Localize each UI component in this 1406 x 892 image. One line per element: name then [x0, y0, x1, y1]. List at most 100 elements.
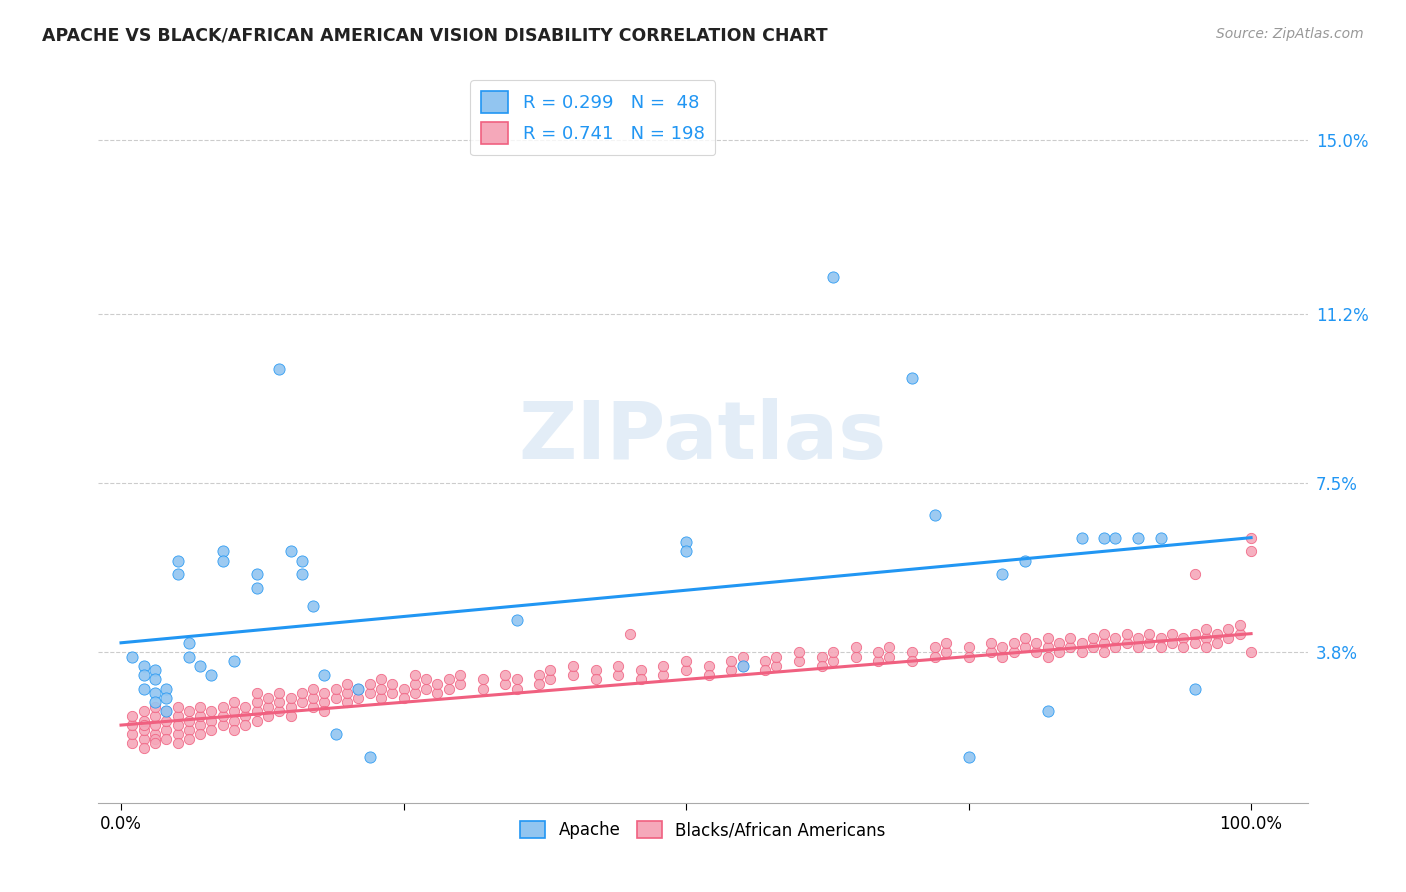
Point	[359, 677, 381, 691]
Point	[980, 636, 1002, 650]
Point	[121, 718, 143, 732]
Point	[980, 645, 1002, 659]
Point	[787, 645, 810, 659]
Point	[200, 667, 222, 682]
Point	[1184, 681, 1206, 696]
Point	[166, 736, 188, 750]
Point	[166, 699, 188, 714]
Point	[280, 709, 302, 723]
Point	[720, 654, 742, 668]
Point	[415, 681, 437, 696]
Point	[630, 673, 652, 687]
Point	[585, 673, 607, 687]
Point	[810, 649, 832, 664]
Point	[1126, 632, 1149, 646]
Point	[901, 654, 924, 668]
Point	[211, 718, 233, 732]
Point	[1092, 626, 1115, 640]
Point	[1218, 632, 1240, 646]
Point	[291, 553, 314, 567]
Point	[177, 705, 200, 719]
Point	[924, 508, 946, 522]
Point	[1036, 649, 1059, 664]
Point	[1104, 531, 1126, 545]
Point	[415, 673, 437, 687]
Point	[121, 709, 143, 723]
Text: Source: ZipAtlas.com: Source: ZipAtlas.com	[1216, 27, 1364, 41]
Point	[1206, 626, 1229, 640]
Point	[1161, 626, 1184, 640]
Point	[538, 673, 561, 687]
Point	[1047, 645, 1070, 659]
Point	[166, 709, 188, 723]
Point	[370, 673, 392, 687]
Point	[336, 677, 359, 691]
Point	[347, 690, 370, 705]
Point	[471, 681, 494, 696]
Point	[1081, 640, 1104, 655]
Point	[233, 699, 256, 714]
Point	[166, 553, 188, 567]
Point	[302, 690, 325, 705]
Point	[845, 649, 868, 664]
Point	[166, 718, 188, 732]
Point	[1092, 645, 1115, 659]
Point	[1173, 632, 1195, 646]
Point	[269, 361, 291, 376]
Point	[143, 736, 166, 750]
Point	[1036, 632, 1059, 646]
Point	[935, 636, 957, 650]
Point	[1240, 544, 1263, 558]
Point	[188, 709, 211, 723]
Point	[370, 681, 392, 696]
Point	[222, 695, 245, 709]
Point	[991, 567, 1014, 582]
Point	[957, 750, 980, 764]
Point	[132, 718, 155, 732]
Point	[1115, 626, 1137, 640]
Point	[426, 677, 449, 691]
Point	[1184, 567, 1206, 582]
Point	[177, 636, 200, 650]
Point	[155, 681, 177, 696]
Point	[132, 740, 155, 755]
Point	[121, 736, 143, 750]
Point	[562, 658, 585, 673]
Point	[675, 535, 697, 549]
Point	[562, 667, 585, 682]
Point	[1184, 626, 1206, 640]
Point	[233, 709, 256, 723]
Point	[280, 544, 302, 558]
Point	[325, 727, 347, 741]
Point	[359, 750, 381, 764]
Point	[1195, 640, 1218, 655]
Point	[155, 723, 177, 737]
Point	[246, 705, 269, 719]
Point	[314, 667, 336, 682]
Point	[1104, 640, 1126, 655]
Point	[879, 649, 901, 664]
Point	[1025, 636, 1047, 650]
Point	[143, 709, 166, 723]
Point	[143, 727, 166, 741]
Point	[505, 613, 527, 627]
Point	[527, 667, 550, 682]
Point	[291, 567, 314, 582]
Point	[336, 695, 359, 709]
Point	[765, 649, 787, 664]
Point	[257, 709, 280, 723]
Point	[505, 673, 527, 687]
Point	[1014, 632, 1036, 646]
Point	[314, 695, 336, 709]
Point	[381, 677, 404, 691]
Point	[280, 690, 302, 705]
Point	[155, 714, 177, 728]
Point	[404, 667, 426, 682]
Point	[188, 718, 211, 732]
Point	[731, 658, 754, 673]
Point	[246, 695, 269, 709]
Point	[630, 663, 652, 677]
Point	[121, 727, 143, 741]
Point	[494, 667, 516, 682]
Point	[132, 681, 155, 696]
